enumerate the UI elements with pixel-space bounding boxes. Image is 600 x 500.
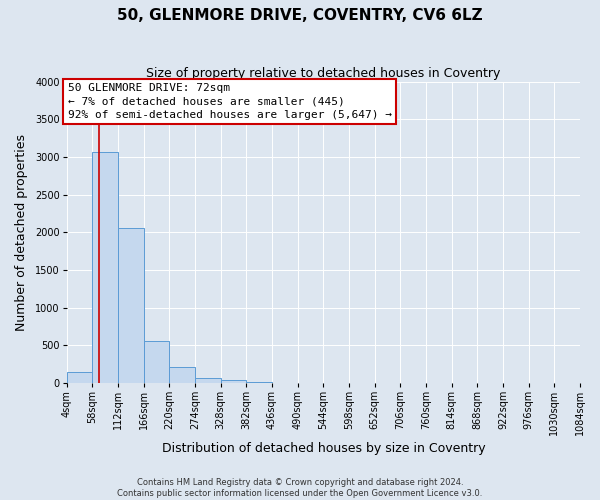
Text: 50 GLENMORE DRIVE: 72sqm
← 7% of detached houses are smaller (445)
92% of semi-d: 50 GLENMORE DRIVE: 72sqm ← 7% of detache…: [68, 83, 392, 120]
Bar: [92, 152, 118, 383]
Bar: [169, 368, 195, 383]
Bar: [143, 340, 169, 383]
Bar: [221, 380, 247, 383]
Bar: [67, 372, 92, 383]
Bar: [247, 382, 272, 383]
Bar: [195, 378, 221, 383]
Text: Contains HM Land Registry data © Crown copyright and database right 2024.
Contai: Contains HM Land Registry data © Crown c…: [118, 478, 482, 498]
Text: 50, GLENMORE DRIVE, COVENTRY, CV6 6LZ: 50, GLENMORE DRIVE, COVENTRY, CV6 6LZ: [117, 8, 483, 22]
Title: Size of property relative to detached houses in Coventry: Size of property relative to detached ho…: [146, 68, 500, 80]
Y-axis label: Number of detached properties: Number of detached properties: [15, 134, 28, 331]
X-axis label: Distribution of detached houses by size in Coventry: Distribution of detached houses by size …: [161, 442, 485, 455]
Bar: [118, 228, 143, 383]
